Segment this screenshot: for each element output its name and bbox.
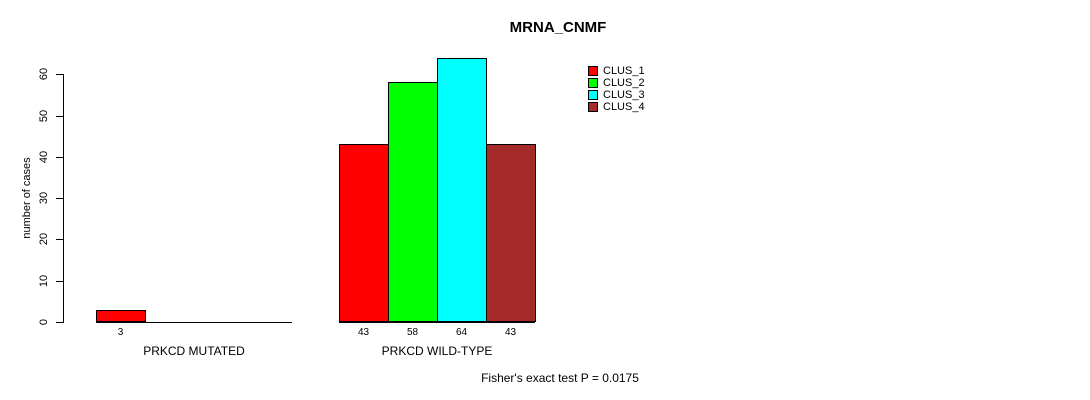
legend-label: CLUS_3 — [603, 89, 645, 101]
legend-label: CLUS_4 — [603, 101, 645, 113]
group-label: PRKCD WILD-TYPE — [381, 344, 493, 358]
legend-swatch — [588, 66, 598, 76]
legend-item: CLUS_4 — [588, 101, 645, 113]
bar-value-label: 43 — [357, 327, 370, 338]
bar — [437, 58, 487, 322]
footer-annotation: Fisher's exact test P = 0.0175 — [481, 371, 639, 385]
baseline — [339, 322, 535, 323]
legend-item: CLUS_3 — [588, 89, 645, 101]
y-tick-label: 20 — [38, 233, 50, 246]
group-label: PRKCD MUTATED — [143, 344, 245, 358]
bar — [339, 144, 389, 322]
legend-swatch — [588, 78, 598, 88]
y-axis-label: number of cases — [21, 157, 33, 239]
y-tick-label: 40 — [38, 150, 50, 163]
y-tick — [56, 322, 63, 323]
y-tick-label: 10 — [38, 274, 50, 287]
bar-value-label: 64 — [455, 327, 468, 338]
y-tick — [56, 74, 63, 76]
legend-swatch — [588, 102, 598, 112]
legend-item: CLUS_2 — [588, 77, 645, 89]
y-tick — [56, 239, 63, 241]
y-tick-label: 60 — [38, 68, 50, 81]
y-tick — [56, 156, 63, 158]
bar-value-label: 43 — [504, 327, 517, 338]
bar — [388, 82, 438, 322]
legend-item: CLUS_1 — [588, 65, 645, 77]
y-tick-label: 30 — [38, 191, 50, 205]
legend-label: CLUS_1 — [603, 65, 645, 77]
y-tick-label: 0 — [38, 318, 50, 326]
bar — [96, 310, 146, 322]
legend: CLUS_1 CLUS_2 CLUS_3 CLUS_4 — [588, 65, 645, 113]
legend-label: CLUS_2 — [603, 77, 645, 89]
bar-value-label: 3 — [117, 327, 124, 338]
bar-value-label: 58 — [406, 327, 419, 338]
y-tick — [56, 280, 63, 282]
plot-title: MRNA_CNMF — [509, 19, 607, 36]
y-tick — [56, 115, 63, 117]
baseline — [96, 322, 292, 323]
y-tick — [56, 198, 63, 200]
legend-swatch — [588, 90, 598, 100]
y-tick-label: 50 — [38, 109, 50, 122]
bar — [486, 144, 536, 322]
y-axis-line — [63, 74, 64, 323]
